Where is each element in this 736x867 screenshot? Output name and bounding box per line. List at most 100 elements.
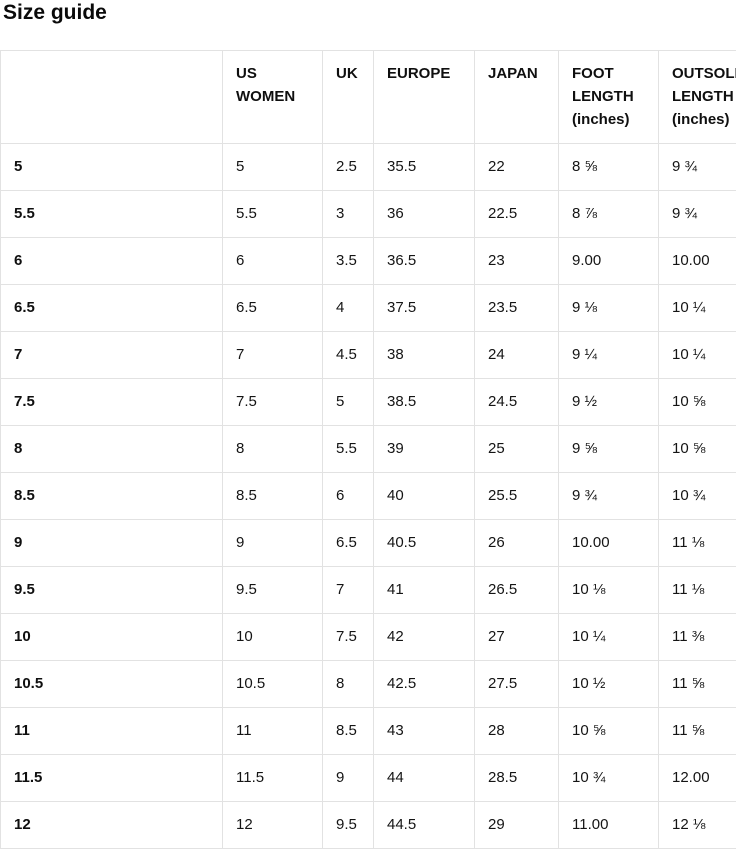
table-row: 6.5 6.5 4 37.5 23.5 9 ⅛ 10 ¼: [0, 284, 736, 332]
table-cell: 24: [474, 331, 559, 379]
table-cell: 11.5: [222, 754, 323, 802]
table-cell: 9.5: [322, 801, 374, 849]
table-cell: 9 ¾: [658, 190, 736, 238]
table-row: 8 8 5.5 39 25 9 ⅝ 10 ⅝: [0, 425, 736, 473]
row-label: 10.5: [0, 660, 223, 708]
table-cell: 2.5: [322, 143, 374, 191]
table-cell: 7: [322, 566, 374, 614]
column-header: UK: [322, 50, 374, 144]
row-label: 7.5: [0, 378, 223, 426]
table-row: 10 10 7.5 42 27 10 ¼ 11 ⅜: [0, 613, 736, 661]
column-header: EUROPE: [373, 50, 475, 144]
table-cell: 10 ⅛: [558, 566, 659, 614]
row-label: 6.5: [0, 284, 223, 332]
table-cell: 25.5: [474, 472, 559, 520]
table-cell: 42: [373, 613, 475, 661]
table-cell: 6: [222, 237, 323, 285]
table-cell: 10 ⅝: [658, 425, 736, 473]
table-cell: 4: [322, 284, 374, 332]
table-cell: 27: [474, 613, 559, 661]
table-cell: 10 ¼: [658, 331, 736, 379]
table-cell: 3: [322, 190, 374, 238]
table-cell: 10 ¾: [558, 754, 659, 802]
table-cell: 10 ⅝: [558, 707, 659, 755]
table-row: 6 6 3.5 36.5 23 9.00 10.00: [0, 237, 736, 285]
table-cell: 27.5: [474, 660, 559, 708]
row-label: 9: [0, 519, 223, 567]
table-cell: 6.5: [222, 284, 323, 332]
table-cell: 5: [222, 143, 323, 191]
table-cell: 22: [474, 143, 559, 191]
column-header: FOOT LENGTH (inches): [558, 50, 659, 144]
table-cell: 37.5: [373, 284, 475, 332]
corner-cell: [0, 50, 223, 144]
row-label: 8: [0, 425, 223, 473]
row-label: 6: [0, 237, 223, 285]
table-cell: 8.5: [222, 472, 323, 520]
table-cell: 10.5: [222, 660, 323, 708]
table-cell: 10 ¾: [658, 472, 736, 520]
table-cell: 5.5: [322, 425, 374, 473]
table-row: 12 12 9.5 44.5 29 11.00 12 ⅛: [0, 801, 736, 849]
header-row: US WOMEN UK EUROPE JAPAN FOOT LENGTH (inches…: [0, 50, 736, 144]
column-header: US WOMEN: [222, 50, 323, 144]
table-cell: 11: [222, 707, 323, 755]
row-label: 11: [0, 707, 223, 755]
table-cell: 9 ¾: [658, 143, 736, 191]
table-cell: 6.5: [322, 519, 374, 567]
table-cell: 23.5: [474, 284, 559, 332]
table-cell: 9 ¼: [558, 331, 659, 379]
table-cell: 3.5: [322, 237, 374, 285]
table-cell: 10.00: [658, 237, 736, 285]
table-cell: 39: [373, 425, 475, 473]
table-cell: 8: [322, 660, 374, 708]
table-cell: 40.5: [373, 519, 475, 567]
table-cell: 9.5: [222, 566, 323, 614]
table-row: 8.5 8.5 6 40 25.5 9 ¾ 10 ¾: [0, 472, 736, 520]
table-cell: 10 ¼: [658, 284, 736, 332]
table-viewport: US WOMEN UK EUROPE JAPAN FOOT LENGTH (inches…: [0, 50, 736, 849]
table-cell: 12: [222, 801, 323, 849]
table-cell: 10 ⅝: [658, 378, 736, 426]
table-cell: 7.5: [322, 613, 374, 661]
row-label: 7: [0, 331, 223, 379]
size-table: US WOMEN UK EUROPE JAPAN FOOT LENGTH (inches…: [0, 50, 736, 849]
table-cell: 4.5: [322, 331, 374, 379]
table-cell: 8.5: [322, 707, 374, 755]
table-cell: 25: [474, 425, 559, 473]
table-cell: 12 ⅛: [658, 801, 736, 849]
table-cell: 11.00: [558, 801, 659, 849]
table-cell: 11 ⅛: [658, 519, 736, 567]
table-cell: 11 ⅛: [658, 566, 736, 614]
row-label: 11.5: [0, 754, 223, 802]
table-row: 7 7 4.5 38 24 9 ¼ 10 ¼: [0, 331, 736, 379]
table-cell: 5.5: [222, 190, 323, 238]
table-cell: 38.5: [373, 378, 475, 426]
table-cell: 29: [474, 801, 559, 849]
table-cell: 44.5: [373, 801, 475, 849]
table-cell: 43: [373, 707, 475, 755]
table-cell: 10.00: [558, 519, 659, 567]
table-cell: 22.5: [474, 190, 559, 238]
table-cell: 26.5: [474, 566, 559, 614]
table-cell: 9 ¾: [558, 472, 659, 520]
table-cell: 41: [373, 566, 475, 614]
table-row: 7.5 7.5 5 38.5 24.5 9 ½ 10 ⅝: [0, 378, 736, 426]
table-cell: 10 ¼: [558, 613, 659, 661]
table-cell: 40: [373, 472, 475, 520]
row-label: 12: [0, 801, 223, 849]
table-cell: 7.5: [222, 378, 323, 426]
table-cell: 42.5: [373, 660, 475, 708]
page-title: Size guide: [3, 1, 107, 24]
table-cell: 5: [322, 378, 374, 426]
row-label: 8.5: [0, 472, 223, 520]
table-cell: 9: [322, 754, 374, 802]
table-row: 11 11 8.5 43 28 10 ⅝ 11 ⅝: [0, 707, 736, 755]
table-cell: 8 ⅝: [558, 143, 659, 191]
table-cell: 6: [322, 472, 374, 520]
row-label: 10: [0, 613, 223, 661]
